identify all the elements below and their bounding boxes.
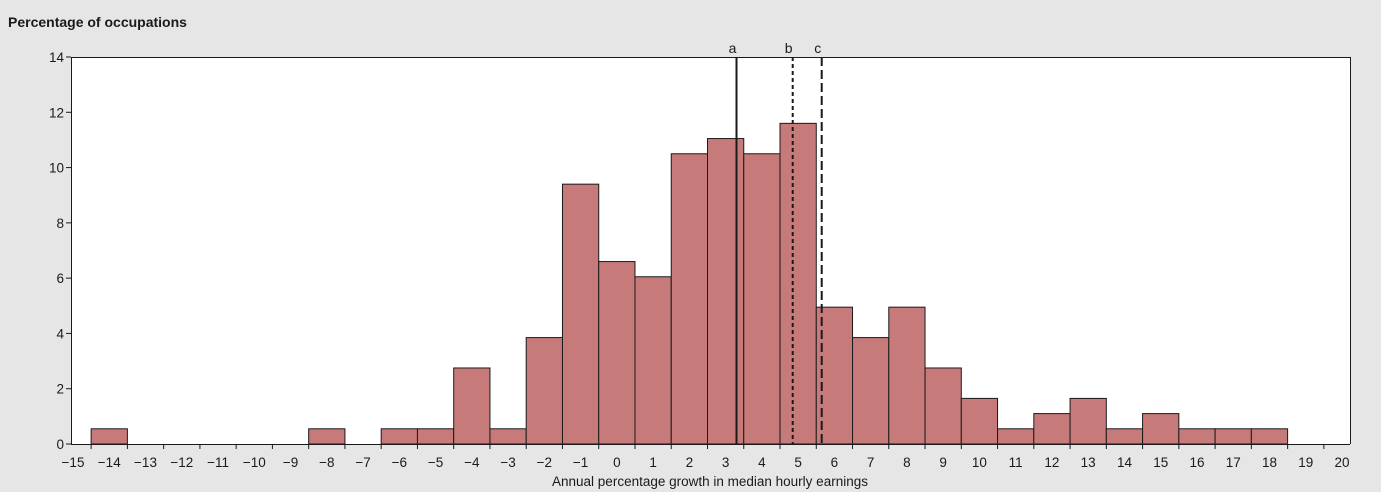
histogram-bar-−2 — [525, 337, 563, 445]
x-tick-label-−9: −9 — [283, 455, 298, 470]
x-tick-label-2: 2 — [686, 455, 694, 470]
histogram-bar-0 — [598, 261, 636, 445]
histogram-bar-−5 — [416, 428, 455, 445]
x-tick-label-−12: −12 — [170, 455, 193, 470]
x-tick-label-−10: −10 — [243, 455, 266, 470]
histogram-bar-−14 — [90, 428, 128, 445]
histogram-bar-−6 — [380, 428, 418, 445]
x-tick-label-14: 14 — [1117, 455, 1133, 470]
histogram-bar-−1 — [561, 183, 600, 445]
x-tick-label-−5: −5 — [428, 455, 443, 470]
y-ticks-layer: 0 2 4 6 8 10 12 14 — [49, 50, 71, 452]
histogram-bar-15 — [1142, 413, 1180, 445]
x-tick-label-−15: −15 — [62, 455, 85, 470]
marker-label-c: c — [814, 40, 821, 56]
x-tick-label-0: 0 — [613, 455, 621, 470]
y-axis-title: Percentage of occupations — [8, 14, 187, 30]
x-tick-label-15: 15 — [1153, 455, 1168, 470]
y-tick-label-12: 12 — [49, 105, 64, 120]
histogram-bar-16 — [1178, 428, 1216, 445]
y-tick-label-8: 8 — [56, 216, 64, 231]
y-tick-label-0: 0 — [56, 437, 64, 452]
x-tick-label-13: 13 — [1081, 455, 1096, 470]
histogram-bar-13 — [1069, 397, 1107, 445]
x-tick-label-−7: −7 — [355, 455, 370, 470]
histogram-bar-7 — [852, 337, 890, 445]
marker-label-b: b — [785, 40, 793, 56]
x-tick-label-18: 18 — [1262, 455, 1277, 470]
histogram-bar-9 — [924, 367, 962, 445]
x-tick-label-6: 6 — [831, 455, 839, 470]
markers-layer: a b c — [729, 40, 823, 444]
x-tick-label-−14: −14 — [98, 455, 121, 470]
x-tick-label-19: 19 — [1298, 455, 1313, 470]
x-tick-label-−8: −8 — [319, 455, 334, 470]
x-ticks-layer: −15 −14 −13 −12 −11 −10 −9 −8 −7 −6 −5 −4 −3 −2 −1 0 1 2 3… — [62, 444, 1350, 470]
histogram-bar-4 — [743, 153, 781, 445]
histogram-bar-3 — [707, 138, 745, 445]
y-tick-label-2: 2 — [56, 382, 64, 397]
bars-layer — [90, 122, 1289, 445]
histogram-bar-12 — [1033, 413, 1071, 445]
x-tick-label-16: 16 — [1189, 455, 1204, 470]
x-tick-label-5: 5 — [794, 455, 802, 470]
marker-label-a: a — [729, 40, 737, 56]
x-tick-label-11: 11 — [1009, 455, 1023, 470]
x-tick-label-9: 9 — [939, 455, 947, 470]
x-tick-label-−3: −3 — [500, 455, 515, 470]
x-tick-label-4: 4 — [758, 455, 766, 470]
x-tick-label-7: 7 — [867, 455, 875, 470]
histogram-bar-−4 — [453, 367, 491, 445]
x-tick-label-20: 20 — [1334, 455, 1349, 470]
x-axis-title: Annual percentage growth in median hourl… — [552, 474, 868, 489]
x-tick-label-10: 10 — [972, 455, 987, 470]
histogram-bar-11 — [997, 428, 1035, 445]
y-tick-label-10: 10 — [49, 161, 64, 176]
histogram-bar-5 — [779, 122, 817, 445]
histogram-bar-18 — [1250, 428, 1289, 445]
histogram-bar-14 — [1105, 428, 1144, 445]
histogram-bar-−3 — [489, 428, 527, 445]
x-tick-label-3: 3 — [722, 455, 730, 470]
histogram-bar-8 — [888, 306, 926, 445]
x-tick-label-−6: −6 — [392, 455, 407, 470]
x-tick-label-−2: −2 — [537, 455, 552, 470]
y-tick-label-6: 6 — [56, 271, 64, 286]
x-tick-label-8: 8 — [903, 455, 911, 470]
histogram-bar-17 — [1214, 428, 1252, 445]
histogram-bar-10 — [960, 397, 999, 445]
y-tick-label-4: 4 — [56, 326, 64, 341]
histogram-bar-2 — [670, 153, 708, 445]
x-tick-label-17: 17 — [1226, 455, 1241, 470]
x-tick-label-−1: −1 — [573, 455, 588, 470]
x-tick-label-−4: −4 — [464, 455, 480, 470]
y-tick-label-14: 14 — [49, 50, 65, 65]
x-tick-label-1: 1 — [649, 455, 657, 470]
histogram-bar-−8 — [308, 428, 346, 445]
histogram-bar-1 — [634, 276, 672, 445]
x-tick-label-12: 12 — [1044, 455, 1059, 470]
x-tick-label-−13: −13 — [134, 455, 157, 470]
x-tick-label-−11: −11 — [207, 455, 229, 470]
